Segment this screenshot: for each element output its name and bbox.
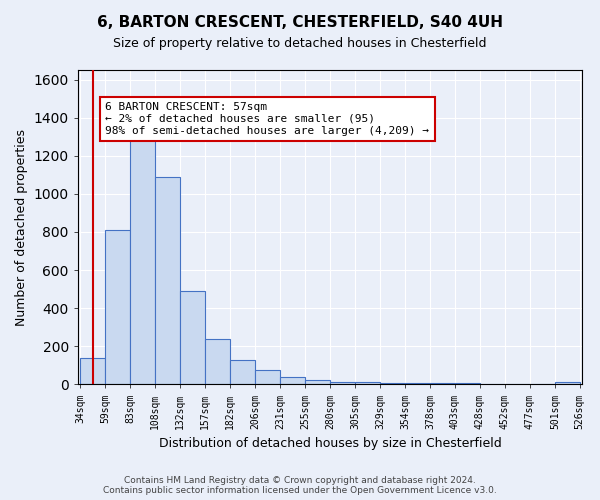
Text: 6 BARTON CRESCENT: 57sqm
← 2% of detached houses are smaller (95)
98% of semi-de: 6 BARTON CRESCENT: 57sqm ← 2% of detache…	[106, 102, 430, 136]
Bar	[205, 338, 230, 384]
Bar	[106, 230, 130, 384]
Text: 6, BARTON CRESCENT, CHESTERFIELD, S40 4UH: 6, BARTON CRESCENT, CHESTERFIELD, S40 4U…	[97, 15, 503, 30]
Bar	[180, 291, 205, 384]
Bar	[555, 382, 580, 384]
Bar	[355, 382, 380, 384]
Bar	[380, 383, 405, 384]
Bar	[255, 370, 280, 384]
Bar	[280, 377, 305, 384]
Bar	[155, 176, 180, 384]
Bar	[305, 380, 330, 384]
Bar	[405, 383, 430, 384]
Text: Contains HM Land Registry data © Crown copyright and database right 2024.
Contai: Contains HM Land Registry data © Crown c…	[103, 476, 497, 495]
X-axis label: Distribution of detached houses by size in Chesterfield: Distribution of detached houses by size …	[158, 437, 502, 450]
Y-axis label: Number of detached properties: Number of detached properties	[15, 128, 28, 326]
Text: Size of property relative to detached houses in Chesterfield: Size of property relative to detached ho…	[113, 38, 487, 51]
Bar	[230, 360, 255, 384]
Bar	[130, 138, 155, 384]
Bar	[80, 358, 106, 384]
Bar	[330, 382, 355, 384]
